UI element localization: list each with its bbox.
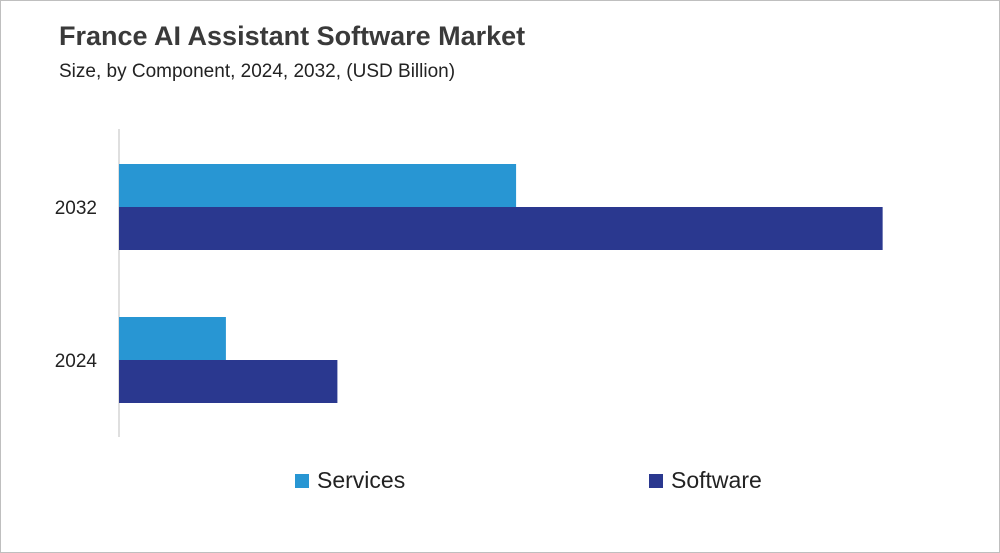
chart-legend: Services Software bbox=[1, 467, 1000, 497]
bar-software-2024 bbox=[119, 360, 338, 403]
chart-title: France AI Assistant Software Market bbox=[59, 21, 526, 51]
y-tick-label-2024: 2024 bbox=[55, 351, 98, 372]
legend-swatch-services bbox=[295, 473, 309, 488]
bar-services-2024 bbox=[119, 317, 226, 360]
y-tick-label-2032: 2032 bbox=[55, 198, 97, 219]
bar-chart: 2032 2024 bbox=[55, 129, 883, 437]
legend-swatch-software bbox=[649, 473, 663, 488]
bar-software-2032 bbox=[119, 207, 883, 250]
bar-services-2032 bbox=[119, 164, 517, 207]
legend-item-software: Software bbox=[649, 467, 762, 494]
legend-label-software: Software bbox=[671, 467, 762, 493]
legend-item-services: Services bbox=[295, 467, 405, 494]
chart-subtitle: Size, by Component, 2024, 2032, (USD Bil… bbox=[59, 61, 456, 82]
legend-label-services: Services bbox=[317, 467, 406, 493]
